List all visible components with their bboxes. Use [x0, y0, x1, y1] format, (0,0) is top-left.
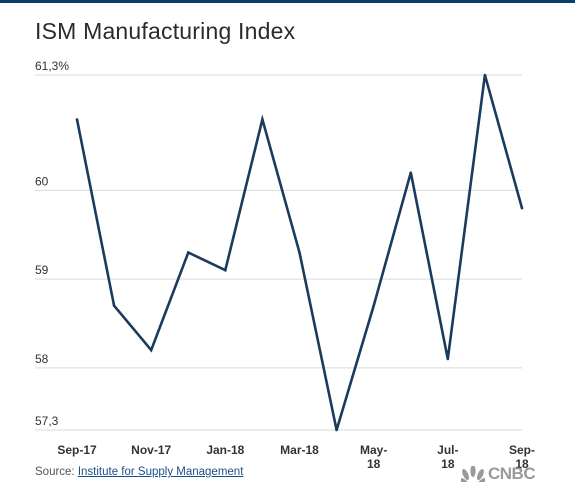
y-tick-label: 59: [35, 263, 49, 277]
x-tick-label-line: Sep-: [509, 443, 535, 457]
x-tick-label-line: 18: [441, 457, 455, 471]
data-point: [75, 118, 79, 121]
x-tick-label-line: Sep-17: [57, 443, 97, 457]
x-tick-label: Sep-17: [57, 443, 97, 457]
x-tick-label-line: Nov-17: [131, 443, 171, 457]
y-tick-label: 58: [35, 352, 49, 366]
nbc-peacock-icon: [461, 466, 485, 482]
x-tick-label: Mar-18: [280, 443, 319, 457]
data-point: [372, 304, 375, 308]
x-tick-label: Jul-18: [437, 443, 458, 471]
x-tick-label: May-18: [360, 443, 387, 471]
data-point: [224, 268, 227, 272]
source-prefix: Source:: [35, 466, 78, 478]
series-layer: [75, 73, 524, 432]
source-note: Source: Institute for Supply Management: [35, 466, 243, 478]
brand-text: CNBC: [488, 464, 536, 483]
x-tick-label-line: Jan-18: [206, 443, 244, 457]
gridlines: [35, 74, 522, 431]
y-tick-label: 61,3%: [35, 59, 69, 73]
x-tick-label: Jan-18: [206, 443, 244, 457]
x-tick-label-line: 18: [367, 457, 381, 471]
x-tick-label: Sep-18: [509, 443, 535, 471]
data-point: [335, 428, 338, 432]
y-tick-label: 60: [35, 174, 49, 188]
x-tick-label-line: May-: [360, 443, 387, 457]
data-point: [446, 357, 450, 361]
x-tick-label-line: Mar-18: [280, 443, 319, 457]
cnbc-logo: CNBC: [461, 464, 536, 484]
data-point: [483, 73, 487, 77]
x-tick-label: Nov-17: [131, 443, 171, 457]
x-axis-ticks: Sep-17 Nov-17 Jan-18 Mar-18 May-18Jul-18Sep-…: [57, 443, 535, 471]
chart-title: ISM Manufacturing Index: [35, 18, 296, 44]
data-point: [520, 206, 524, 210]
data-point: [149, 348, 153, 352]
data-point: [261, 118, 264, 121]
data-point: [112, 304, 116, 308]
x-tick-label-line: 18: [515, 457, 529, 471]
source-link[interactable]: Institute for Supply Management: [77, 466, 244, 478]
y-axis-ticks: 61,3% 60 59 58 57,3: [35, 59, 69, 428]
y-tick-label: 57,3: [35, 414, 59, 428]
data-point: [298, 251, 301, 254]
data-point: [409, 171, 413, 174]
x-tick-label-line: Jul-: [437, 443, 458, 457]
data-point: [186, 251, 190, 254]
top-accent-rule: [0, 0, 575, 3]
